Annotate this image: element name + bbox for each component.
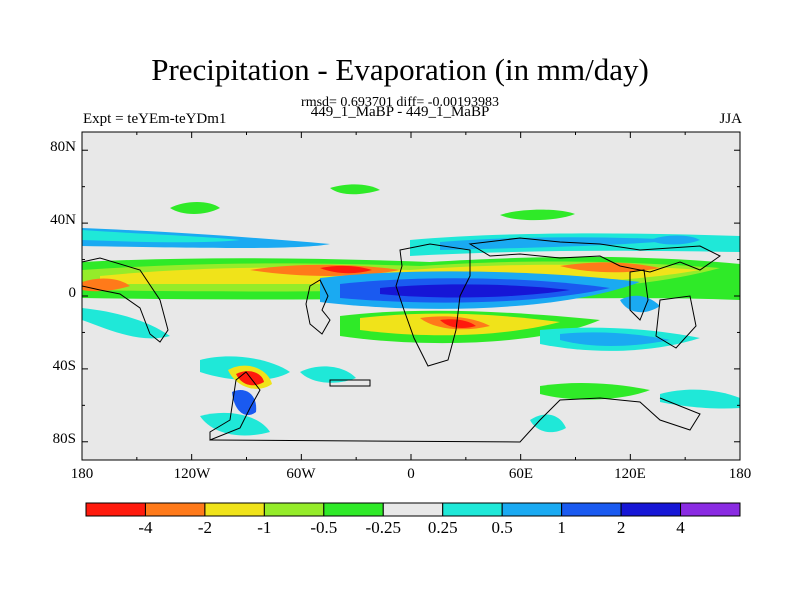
case-label: 449_1_MaBP - 449_1_MaBP [310,104,490,120]
colorbar-label: 0.5 [491,518,513,537]
colorbar-label: -4 [138,518,153,537]
shade-cyan [82,230,240,243]
colorbar-label: 2 [616,518,626,537]
y-tick-label: 80S [52,431,76,447]
shade-cyan [82,308,170,339]
axis-ticks [81,132,741,460]
x-tick-label: 120W [173,466,211,482]
shade-red [440,319,476,328]
coastline-south-america [305,279,331,335]
shade-blue [560,332,670,346]
stats-label: rmsd= 0.693701 diff= -0.00193983 [301,95,499,110]
colorbar-box [263,502,325,517]
colorbar-box [323,502,384,517]
colorbar-label: -0.5 [310,518,338,537]
coastline-north-america [81,257,169,343]
colorbar-box [442,502,503,517]
season-label: JJA [719,111,742,127]
shade-cyan [200,412,270,436]
x-tick-label: 120E [614,466,646,482]
coastline-indonesia [629,269,649,321]
shade-cyan [660,389,740,409]
x-tick-label: 0 [407,466,415,482]
x-tick-label: 180 [728,466,752,482]
x-tick-label: 60W [286,466,316,482]
colorbar-label: -1 [257,518,272,537]
shade-orange [250,264,400,276]
shade-green [170,202,220,214]
shade-blue [650,235,700,245]
shade-cyan [300,366,356,383]
experiment-label: Expt = teYEm-teYDm1 [83,111,227,127]
colorbar-box [501,502,563,517]
y-tick-label: 0 [68,285,77,301]
shade-green [330,184,380,195]
coastline-australia [655,295,697,349]
colorbar-box [680,502,741,517]
colorbar-box [382,502,444,517]
colorbar-box [204,502,265,517]
colorbar-label: 0.25 [427,518,458,537]
colorbar [85,502,741,517]
colorbar-box [561,502,622,517]
colorbar-label: 4 [676,518,685,537]
y-tick-label: 40N [50,212,76,228]
coastline-antarctica [209,397,701,443]
x-tick-label: 60E [508,466,534,482]
colorbar-box [144,502,206,517]
y-tick-label: 80N [50,139,76,155]
map-title: Precipitation - Evaporation (in mm/day) [151,52,649,87]
y-tick-label: 40S [52,358,76,374]
shade-red [320,265,372,274]
shade-green [540,383,650,400]
colorbar-label: 1 [557,518,566,537]
coastline-island [329,379,371,387]
coastline-africa [395,243,471,367]
coastline-eurasia [468,237,721,273]
shade-orange [82,278,130,292]
shade-navy [380,284,570,298]
coastlines [81,237,721,443]
colorbar-box [620,502,682,517]
shade-orange [560,262,660,273]
shade-cyan [530,414,566,433]
shade-green [500,209,575,221]
colorbar-box [85,502,146,517]
x-tick-label: 180 [70,466,94,482]
colorbar-label: -0.25 [365,518,401,537]
colorbar-label: -2 [197,518,212,537]
coastline-antarctic-peninsula [209,371,261,441]
